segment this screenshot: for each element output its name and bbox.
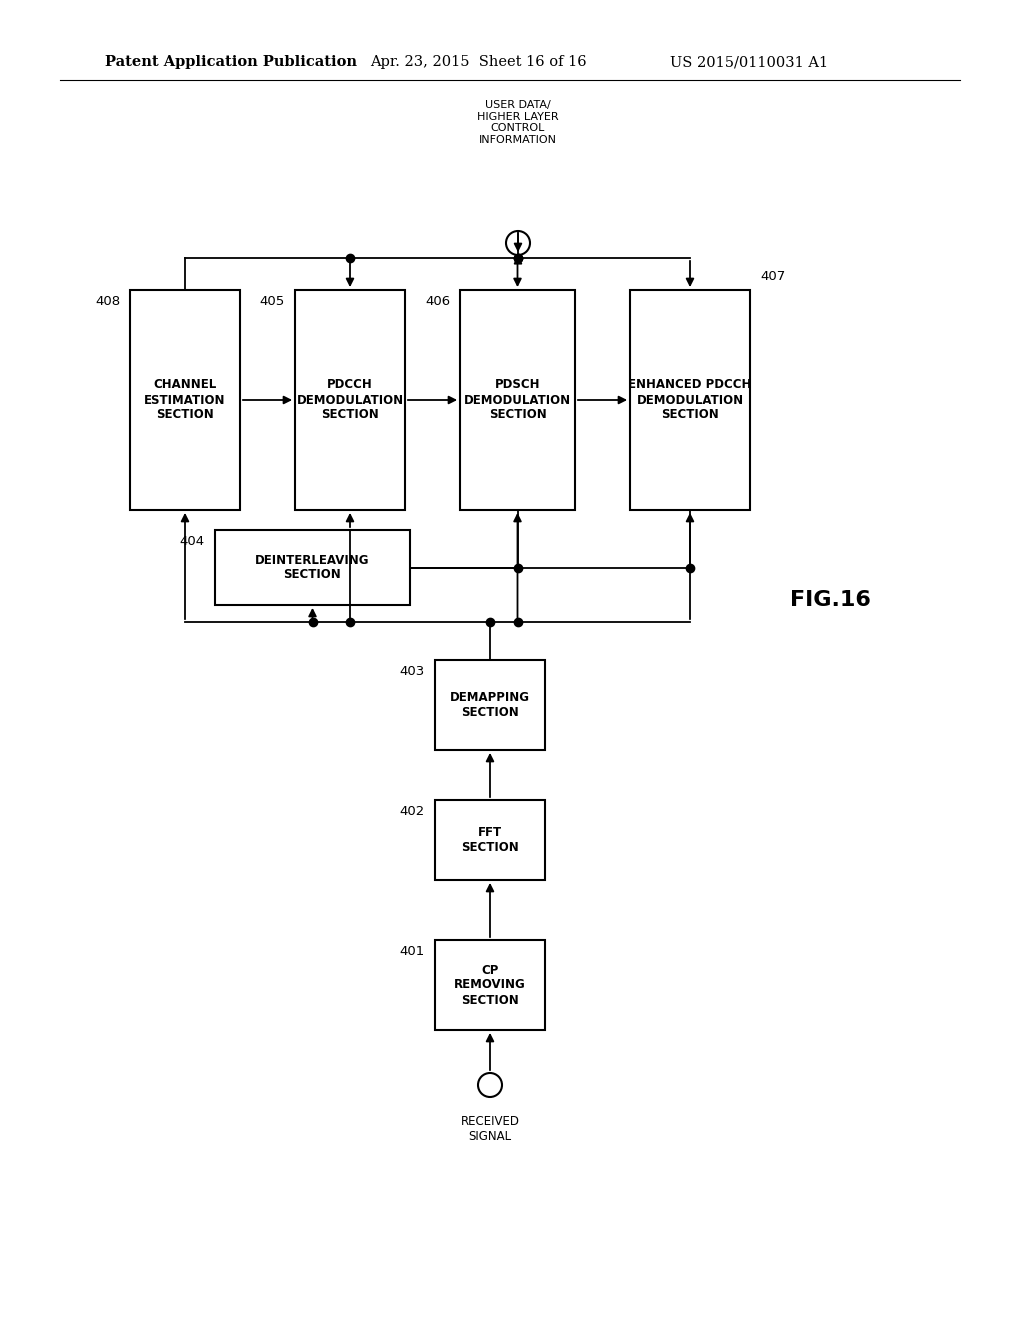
Text: PDSCH
DEMODULATION
SECTION: PDSCH DEMODULATION SECTION [464, 379, 571, 421]
Bar [630, 290, 750, 510]
Text: 408: 408 [95, 294, 120, 308]
Text: 402: 402 [399, 805, 425, 818]
Bar [435, 940, 545, 1030]
Bar [215, 531, 410, 605]
Bar [435, 660, 545, 750]
Text: USER DATA/
HIGHER LAYER
CONTROL
INFORMATION: USER DATA/ HIGHER LAYER CONTROL INFORMAT… [477, 100, 559, 145]
Bar [130, 290, 240, 510]
Text: 406: 406 [425, 294, 450, 308]
Text: Patent Application Publication: Patent Application Publication [105, 55, 357, 69]
Bar [295, 290, 406, 510]
Text: 404: 404 [180, 535, 205, 548]
Text: RECEIVED
SIGNAL: RECEIVED SIGNAL [461, 1115, 519, 1143]
Text: ENHANCED PDCCH
DEMODULATION
SECTION: ENHANCED PDCCH DEMODULATION SECTION [629, 379, 752, 421]
Text: DEMAPPING
SECTION: DEMAPPING SECTION [450, 690, 530, 719]
Text: PDCCH
DEMODULATION
SECTION: PDCCH DEMODULATION SECTION [296, 379, 403, 421]
Text: FFT
SECTION: FFT SECTION [461, 826, 519, 854]
Text: CP
REMOVING
SECTION: CP REMOVING SECTION [454, 964, 526, 1006]
Text: 405: 405 [260, 294, 285, 308]
Bar [435, 800, 545, 880]
Text: FIG.16: FIG.16 [790, 590, 870, 610]
Text: 403: 403 [399, 665, 425, 678]
Text: 401: 401 [399, 945, 425, 958]
Text: 407: 407 [760, 271, 785, 282]
Text: CHANNEL
ESTIMATION
SECTION: CHANNEL ESTIMATION SECTION [144, 379, 225, 421]
Text: US 2015/0110031 A1: US 2015/0110031 A1 [670, 55, 828, 69]
Text: Apr. 23, 2015  Sheet 16 of 16: Apr. 23, 2015 Sheet 16 of 16 [370, 55, 587, 69]
Text: DEINTERLEAVING
SECTION: DEINTERLEAVING SECTION [255, 553, 370, 582]
Bar [460, 290, 575, 510]
